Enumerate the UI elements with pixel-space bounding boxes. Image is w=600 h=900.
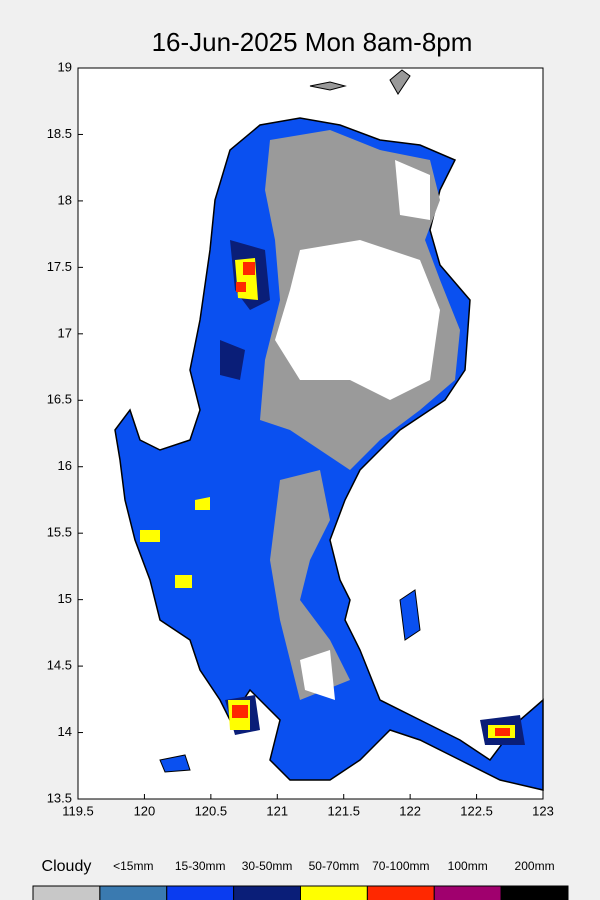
x-tick-label: 122.5 xyxy=(460,803,493,818)
legend-label: 100mm xyxy=(448,859,488,873)
y-tick-label: 19 xyxy=(58,59,72,74)
y-tick-label: 15.5 xyxy=(47,525,72,540)
legend-label: <15mm xyxy=(113,859,153,873)
legend-label: 200mm xyxy=(515,859,555,873)
legend-swatch xyxy=(32,885,101,900)
legend-swatch xyxy=(300,885,368,900)
y-tick-label: 18 xyxy=(58,192,72,207)
legend-label: Cloudy xyxy=(42,858,92,875)
y-tick-label: 17 xyxy=(58,325,72,340)
legend-swatch xyxy=(366,885,435,900)
x-tick-label: 121 xyxy=(266,803,288,818)
y-tick-label: 14 xyxy=(58,724,72,739)
clear-area xyxy=(275,160,440,700)
legend-swatch xyxy=(433,885,502,900)
x-tick-label: 119.5 xyxy=(62,803,94,818)
island xyxy=(309,69,411,95)
y-tick-label: 14.5 xyxy=(47,658,72,673)
y-tick-label: 13.5 xyxy=(47,790,72,805)
map-title: 16-Jun-2025 Mon 8am-8pm xyxy=(152,27,473,57)
island xyxy=(159,589,421,773)
legend-swatch xyxy=(500,885,569,900)
x-tick-label: 120.5 xyxy=(195,803,228,818)
x-tick-label: 121.5 xyxy=(327,803,360,818)
legend-swatch xyxy=(166,885,235,900)
plot-frame xyxy=(77,67,544,800)
legend-swatch xyxy=(99,885,168,900)
legend-swatch xyxy=(233,885,301,900)
map xyxy=(114,69,544,791)
legend-label: 50-70mm xyxy=(309,859,360,873)
y-tick-label: 16 xyxy=(58,458,72,473)
y-tick-label: 15 xyxy=(58,591,72,606)
y-tick-label: 16.5 xyxy=(47,392,72,407)
y-tick-label: 18.5 xyxy=(47,126,72,141)
x-tick-label: 120 xyxy=(134,803,156,818)
x-tick-label: 122 xyxy=(399,803,421,818)
legend-label: 30-50mm xyxy=(242,859,293,873)
x-tick-label: 123 xyxy=(532,803,554,818)
y-tick-label: 17.5 xyxy=(47,259,72,274)
legend-label: 70-100mm xyxy=(372,859,429,873)
legend-label: 15-30mm xyxy=(175,859,226,873)
